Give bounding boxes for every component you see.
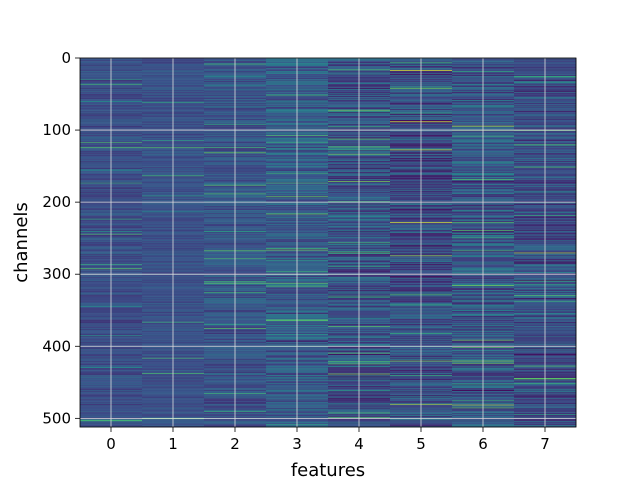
- y-axis-ticks: 0 100 200 300 400 500: [42, 49, 80, 427]
- grid-lines: [80, 57, 576, 427]
- x-tick-label: 7: [540, 435, 550, 453]
- y-tick-label: 500: [42, 409, 71, 427]
- heatmap-cells: [80, 58, 577, 428]
- y-tick-label: 0: [61, 49, 71, 67]
- x-tick-label: 4: [354, 435, 364, 453]
- x-tick-label: 0: [106, 435, 116, 453]
- y-tick-label: 100: [42, 121, 71, 139]
- x-tick-label: 3: [292, 435, 302, 453]
- y-tick-label: 200: [42, 193, 71, 211]
- plot-frame: [79, 57, 577, 428]
- y-axis-label: channels: [11, 202, 32, 283]
- x-axis-label: features: [291, 460, 365, 480]
- x-tick-label: 5: [416, 435, 426, 453]
- y-tick-label: 400: [42, 337, 71, 355]
- x-tick-label: 2: [230, 435, 240, 453]
- y-tick-label: 300: [42, 265, 71, 283]
- x-axis-ticks: 0 1 2 3 4 5 6 7: [106, 427, 550, 453]
- x-tick-label: 6: [478, 435, 488, 453]
- x-tick-label: 1: [168, 435, 178, 453]
